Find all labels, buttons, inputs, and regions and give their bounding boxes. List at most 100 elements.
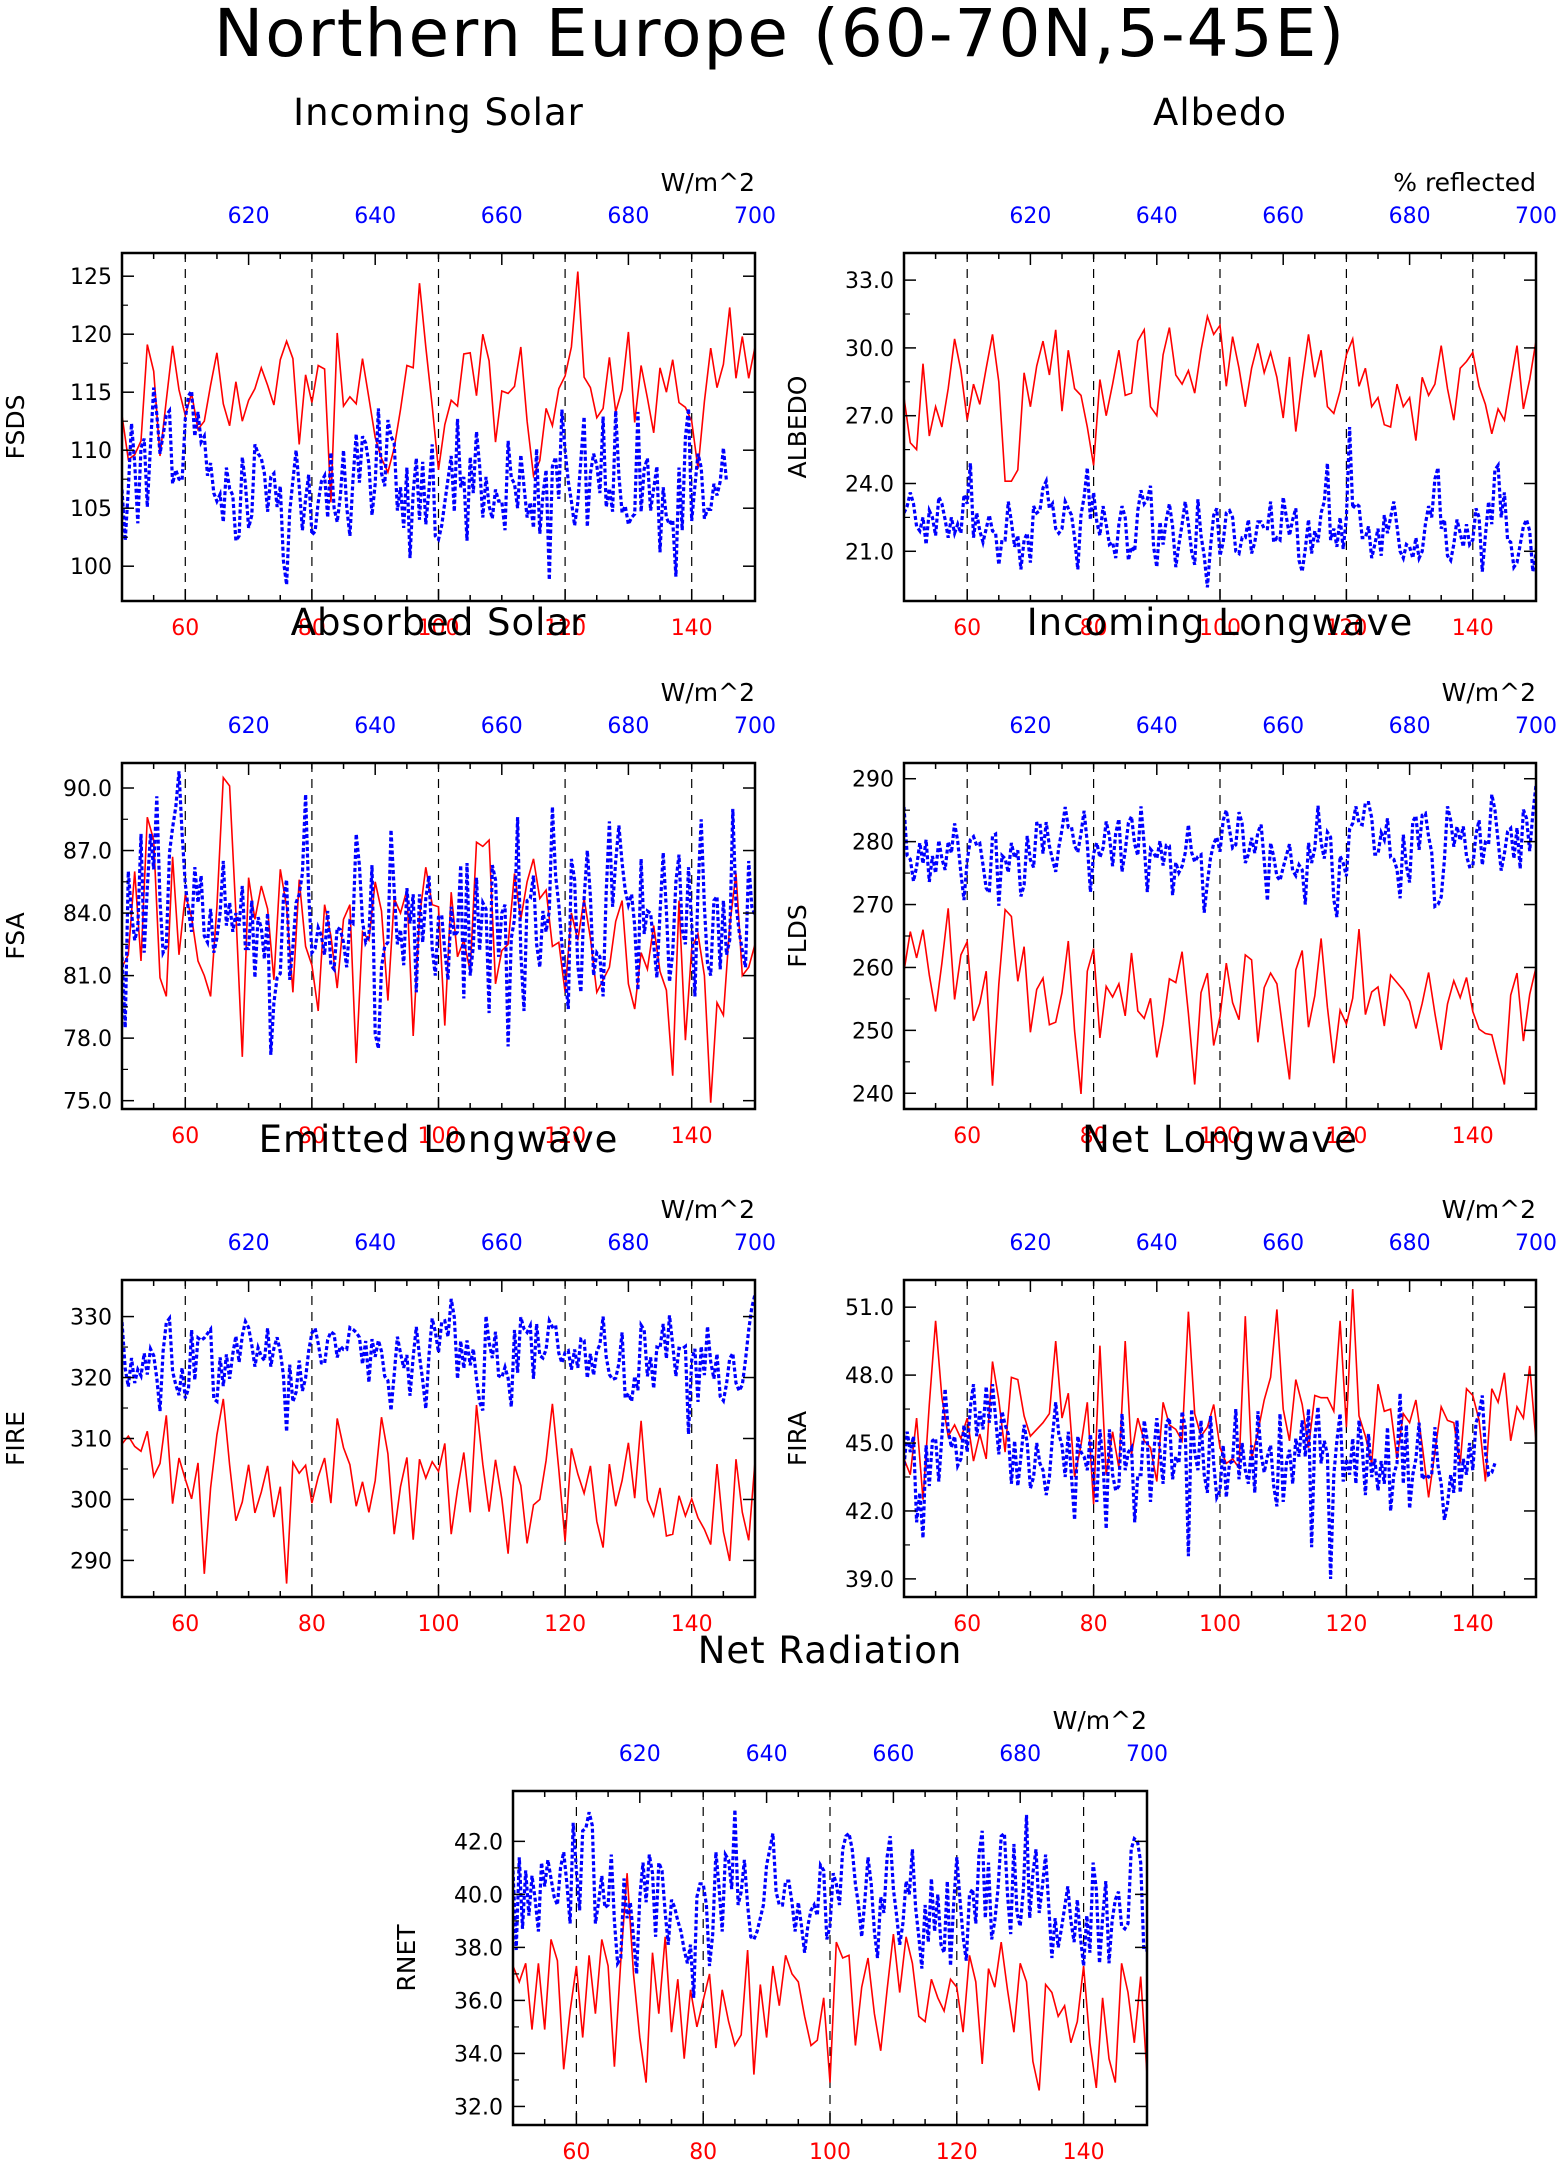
net-radiation-y-tick-label: 36.0 — [454, 1989, 503, 2014]
emitted-longwave-x2-tick-label: 700 — [734, 1231, 776, 1256]
incoming-solar-x2-tick-label: 620 — [228, 204, 270, 229]
panel-incoming-solar: Incoming Solar W/m^2 60 80 100 120 140 620 640 66… — [1, 91, 776, 641]
incoming-longwave-x-tick-label: 100 — [1199, 1124, 1241, 1149]
emitted-longwave-y-tick-label: 320 — [70, 1367, 112, 1392]
albedo-blue-series-line — [904, 426, 1536, 588]
incoming-longwave-x2-tick-label: 680 — [1389, 714, 1431, 739]
net-longwave-x2-tick-label: 680 — [1389, 1231, 1431, 1256]
figure-title: Northern Europe (60-70N,5-45E) — [214, 0, 1346, 72]
incoming-longwave-blue-series-line — [904, 784, 1536, 918]
net-radiation-x-tick-label: 60 — [562, 2140, 590, 2160]
absorbed-solar-x-tick-label: 140 — [671, 1124, 713, 1149]
incoming-solar-units-label: W/m^2 — [661, 168, 755, 197]
incoming-solar-x2-tick-label: 700 — [734, 204, 776, 229]
emitted-longwave-y-tick-label: 290 — [70, 1549, 112, 1574]
incoming-longwave-y-tick-label: 250 — [852, 1019, 894, 1044]
emitted-longwave-x2-tick-label: 620 — [228, 1231, 270, 1256]
emitted-longwave-y-tick-label: 300 — [70, 1488, 112, 1513]
incoming-solar-x2-tick-label: 640 — [354, 204, 396, 229]
net-longwave-y-tick-label: 45.0 — [845, 1432, 894, 1457]
absorbed-solar-y-tick-label: 87.0 — [63, 840, 112, 865]
albedo-x-tick-label: 60 — [953, 616, 981, 641]
incoming-longwave-x-tick-label: 60 — [953, 1124, 981, 1149]
emitted-longwave-x-tick-label: 60 — [171, 1612, 199, 1637]
incoming-solar-x-tick-label: 120 — [544, 616, 586, 641]
net-radiation-x-tick-label: 140 — [1063, 2140, 1105, 2160]
incoming-solar-x2-tick-label: 660 — [481, 204, 523, 229]
net-radiation-x-tick-label: 120 — [936, 2140, 978, 2160]
net-radiation-y-tick-label: 34.0 — [454, 2042, 503, 2067]
absorbed-solar-x-tick-label: 60 — [171, 1124, 199, 1149]
incoming-longwave-x2-tick-label: 700 — [1515, 714, 1557, 739]
incoming-solar-blue-series-line — [122, 386, 729, 586]
incoming-solar-y-tick-label: 120 — [70, 323, 112, 348]
absorbed-solar-y-tick-label: 90.0 — [63, 777, 112, 802]
incoming-longwave-y-tick-label: 290 — [852, 768, 894, 793]
incoming-solar-y-tick-label: 110 — [70, 439, 112, 464]
net-longwave-x2-tick-label: 700 — [1515, 1231, 1557, 1256]
incoming-solar-y-axis-label: FSDS — [1, 395, 30, 460]
incoming-solar-x-tick-label: 60 — [171, 616, 199, 641]
net-longwave-y-tick-label: 51.0 — [845, 1296, 894, 1321]
incoming-solar-x-tick-label: 140 — [671, 616, 713, 641]
incoming-solar-title: Incoming Solar — [293, 91, 584, 134]
panel-incoming-longwave: Incoming Longwave W/m^2 60 80 100 120 140 620 64… — [783, 601, 1557, 1149]
net-radiation-y-tick-label: 32.0 — [454, 2095, 503, 2120]
incoming-longwave-y-tick-label: 280 — [852, 831, 894, 856]
net-longwave-y-tick-label: 42.0 — [845, 1500, 894, 1525]
net-longwave-title: Net Longwave — [1082, 1118, 1358, 1161]
incoming-longwave-y-tick-label: 270 — [852, 894, 894, 919]
incoming-longwave-x2-tick-label: 640 — [1136, 714, 1178, 739]
emitted-longwave-x-tick-label: 120 — [544, 1612, 586, 1637]
net-longwave-x-tick-label: 140 — [1452, 1612, 1494, 1637]
emitted-longwave-x-tick-label: 80 — [298, 1612, 326, 1637]
albedo-y-tick-label: 27.0 — [845, 405, 894, 430]
net-radiation-x-tick-label: 100 — [809, 2140, 851, 2160]
incoming-longwave-units-label: W/m^2 — [1442, 678, 1536, 707]
net-longwave-x-tick-label: 100 — [1199, 1612, 1241, 1637]
net-radiation-blue-series-line — [513, 1809, 1147, 1998]
incoming-solar-red-series-line — [122, 271, 755, 503]
net-longwave-y-tick-label: 48.0 — [845, 1364, 894, 1389]
emitted-longwave-x-tick-label: 140 — [671, 1612, 713, 1637]
net-radiation-x-tick-label: 80 — [689, 2140, 717, 2160]
albedo-y-tick-label: 33.0 — [845, 269, 894, 294]
emitted-longwave-y-axis-label: FIRE — [1, 1411, 30, 1466]
panel-emitted-longwave: Emitted Longwave W/m^2 60 80 100 120 140 620 640… — [1, 1118, 776, 1637]
albedo-y-tick-label: 21.0 — [845, 540, 894, 565]
incoming-solar-x2-tick-label: 680 — [607, 204, 649, 229]
absorbed-solar-title: Absorbed Solar — [291, 601, 587, 644]
net-longwave-x2-tick-label: 620 — [1009, 1231, 1051, 1256]
emitted-longwave-y-tick-label: 310 — [70, 1428, 112, 1453]
albedo-x-tick-label: 80 — [1080, 616, 1108, 641]
absorbed-solar-y-tick-label: 81.0 — [63, 965, 112, 990]
emitted-longwave-x-tick-label: 100 — [418, 1612, 460, 1637]
incoming-longwave-x2-tick-label: 660 — [1262, 714, 1304, 739]
emitted-longwave-x2-tick-label: 680 — [607, 1231, 649, 1256]
net-radiation-x2-tick-label: 640 — [746, 1742, 788, 1767]
albedo-y-axis-label: ALBEDO — [783, 376, 812, 479]
emitted-longwave-x2-tick-label: 660 — [481, 1231, 523, 1256]
incoming-longwave-x-tick-label: 140 — [1452, 1124, 1494, 1149]
net-radiation-red-series-line — [513, 1873, 1147, 2091]
albedo-x-tick-label: 100 — [1199, 616, 1241, 641]
absorbed-solar-x-tick-label: 100 — [418, 1124, 460, 1149]
net-longwave-units-label: W/m^2 — [1442, 1195, 1536, 1224]
albedo-x-tick-label: 140 — [1452, 616, 1494, 641]
incoming-solar-y-tick-label: 125 — [70, 265, 112, 290]
absorbed-solar-blue-series-line — [122, 771, 755, 1055]
net-radiation-x2-tick-label: 680 — [999, 1742, 1041, 1767]
incoming-longwave-x2-tick-label: 620 — [1009, 714, 1051, 739]
emitted-longwave-title: Emitted Longwave — [259, 1118, 619, 1161]
emitted-longwave-red-series-line — [122, 1398, 755, 1584]
albedo-title: Albedo — [1153, 91, 1287, 134]
net-radiation-y-tick-label: 42.0 — [454, 1830, 503, 1855]
panel-net-longwave: Net Longwave W/m^2 60 80 100 120 140 620 640 660 6… — [783, 1118, 1557, 1637]
absorbed-solar-x2-tick-label: 680 — [607, 714, 649, 739]
net-radiation-y-tick-label: 40.0 — [454, 1883, 503, 1908]
emitted-longwave-y-tick-label: 330 — [70, 1306, 112, 1331]
absorbed-solar-x-tick-label: 120 — [544, 1124, 586, 1149]
panel-albedo: Albedo % reflected 60 80 100 120 140 620 640 660 6… — [783, 91, 1557, 641]
emitted-longwave-blue-series-line — [122, 1294, 755, 1435]
